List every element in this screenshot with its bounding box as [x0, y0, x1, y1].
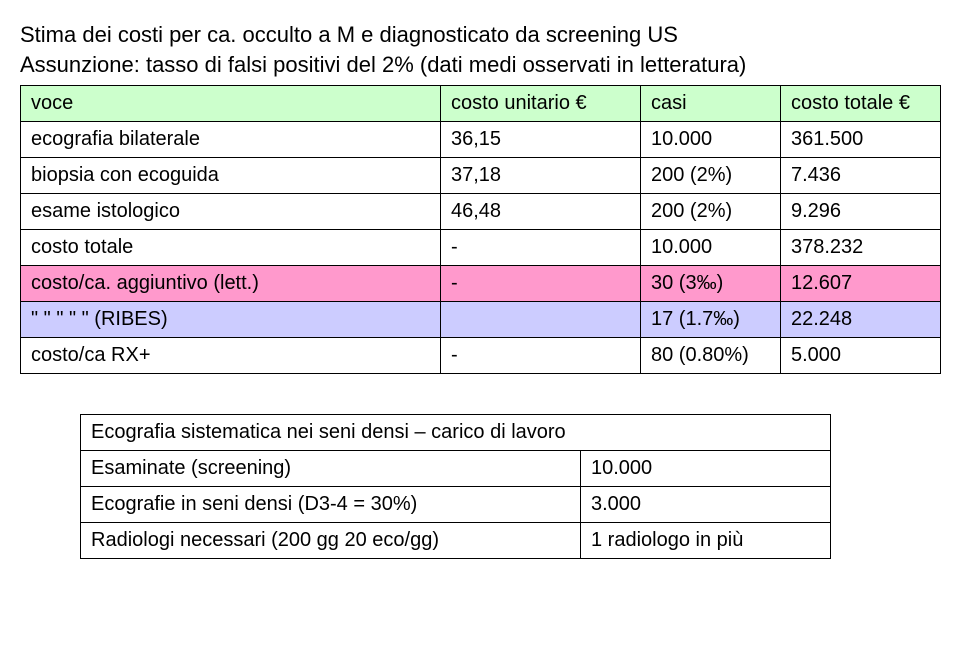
table-row: Radiologi necessari (200 gg 20 eco/gg) 1…	[81, 523, 831, 559]
cell: costo/ca. aggiuntivo (lett.)	[21, 266, 441, 302]
table-row: costo/ca RX+ - 80 (0.80%) 5.000	[21, 338, 941, 374]
workload-title-row: Ecografia sistematica nei seni densi – c…	[81, 415, 831, 451]
cell: 30 (3‰)	[641, 266, 781, 302]
page-title: Stima dei costi per ca. occulto a M e di…	[20, 20, 940, 79]
cell: 37,18	[441, 158, 641, 194]
cell: ecografia bilaterale	[21, 122, 441, 158]
cell: 1 radiologo in più	[581, 523, 831, 559]
cell: 46,48	[441, 194, 641, 230]
table-row: esame istologico 46,48 200 (2%) 9.296	[21, 194, 941, 230]
cell: Ecografie in seni densi (D3-4 = 30%)	[81, 487, 581, 523]
cell: costo totale	[21, 230, 441, 266]
cell: 361.500	[781, 122, 941, 158]
cost-table: voce costo unitario € casi costo totale …	[20, 85, 941, 374]
cell: -	[441, 266, 641, 302]
cell: costo/ca RX+	[21, 338, 441, 374]
header-costo-unitario: costo unitario €	[441, 86, 641, 122]
table-row-highlight-pink: costo/ca. aggiuntivo (lett.) - 30 (3‰) 1…	[21, 266, 941, 302]
cell: 9.296	[781, 194, 941, 230]
cell: 22.248	[781, 302, 941, 338]
table-row: Esaminate (screening) 10.000	[81, 451, 831, 487]
cell: -	[441, 338, 641, 374]
header-voce: voce	[21, 86, 441, 122]
cell: 378.232	[781, 230, 941, 266]
table-row: biopsia con ecoguida 37,18 200 (2%) 7.43…	[21, 158, 941, 194]
cell: biopsia con ecoguida	[21, 158, 441, 194]
title-line-1: Stima dei costi per ca. occulto a M e di…	[20, 22, 678, 47]
cell: 12.607	[781, 266, 941, 302]
cell: Radiologi necessari (200 gg 20 eco/gg)	[81, 523, 581, 559]
table-header-row: voce costo unitario € casi costo totale …	[21, 86, 941, 122]
cell	[441, 302, 641, 338]
cell: " " " " " (RIBES)	[21, 302, 441, 338]
header-casi: casi	[641, 86, 781, 122]
cell: -	[441, 230, 641, 266]
workload-title: Ecografia sistematica nei seni densi – c…	[81, 415, 831, 451]
cell: 36,15	[441, 122, 641, 158]
cell: 200 (2%)	[641, 158, 781, 194]
table-row: ecografia bilaterale 36,15 10.000 361.50…	[21, 122, 941, 158]
cell: 5.000	[781, 338, 941, 374]
cell: 80 (0.80%)	[641, 338, 781, 374]
table-row: Ecografie in seni densi (D3-4 = 30%) 3.0…	[81, 487, 831, 523]
cell: 10.000	[641, 122, 781, 158]
cell: Esaminate (screening)	[81, 451, 581, 487]
cell: 17 (1.7‰)	[641, 302, 781, 338]
table-row-highlight-lilac: " " " " " (RIBES) 17 (1.7‰) 22.248	[21, 302, 941, 338]
cell: esame istologico	[21, 194, 441, 230]
workload-table: Ecografia sistematica nei seni densi – c…	[80, 414, 831, 559]
cell: 10.000	[581, 451, 831, 487]
cell: 200 (2%)	[641, 194, 781, 230]
title-line-2: Assunzione: tasso di falsi positivi del …	[20, 52, 746, 77]
cell: 3.000	[581, 487, 831, 523]
cell: 7.436	[781, 158, 941, 194]
header-costo-totale: costo totale €	[781, 86, 941, 122]
table-row: costo totale - 10.000 378.232	[21, 230, 941, 266]
cell: 10.000	[641, 230, 781, 266]
